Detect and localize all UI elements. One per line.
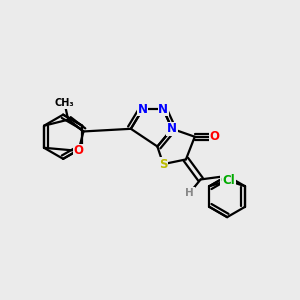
Text: O: O [209, 130, 219, 143]
Text: H: H [185, 188, 194, 198]
Text: N: N [138, 103, 148, 116]
Text: S: S [159, 158, 167, 171]
Text: CH₃: CH₃ [55, 98, 74, 109]
Text: N: N [158, 103, 168, 116]
Text: O: O [74, 144, 83, 158]
Text: Cl: Cl [220, 174, 233, 188]
Text: N: N [167, 122, 177, 135]
Text: Cl: Cl [222, 174, 235, 188]
